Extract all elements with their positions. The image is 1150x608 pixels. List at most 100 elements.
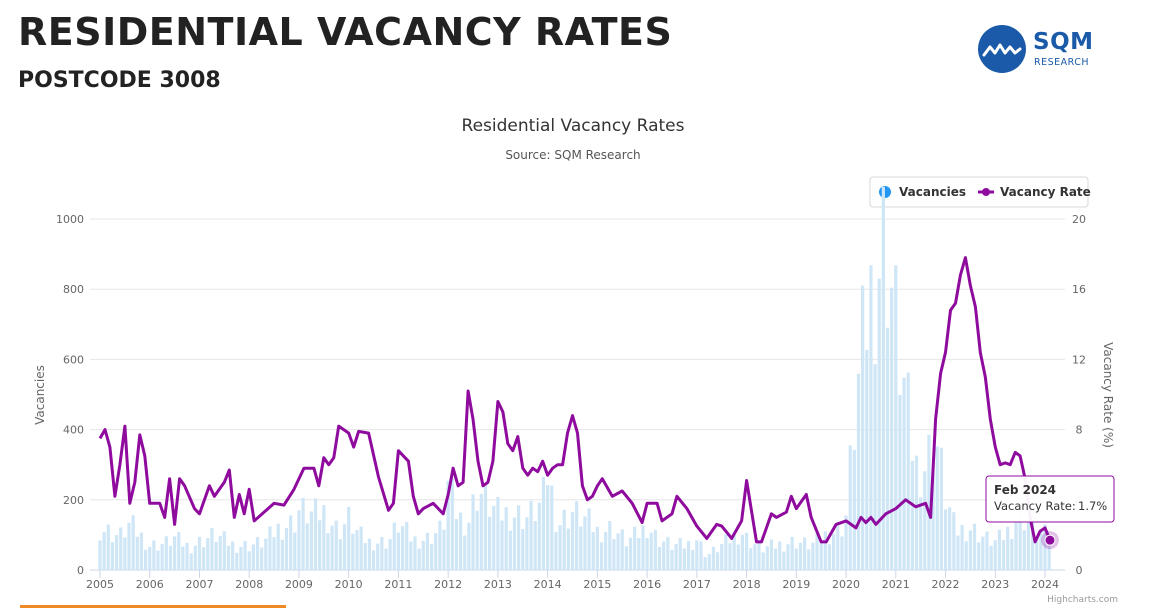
vacancies-bar bbox=[260, 547, 264, 570]
vacancies-bar bbox=[736, 544, 740, 570]
vacancies-bar bbox=[1018, 503, 1022, 570]
vacancies-bar bbox=[508, 530, 512, 570]
vacancies-bar bbox=[533, 521, 537, 570]
vacancies-bar bbox=[1043, 524, 1047, 570]
vacancies-bar bbox=[599, 542, 604, 570]
x-tick-label: 2014 bbox=[534, 578, 562, 591]
legend-item-vacancy-rate[interactable]: Vacancy Rate bbox=[978, 185, 1091, 199]
x-tick-label: 2019 bbox=[782, 578, 810, 591]
vacancies-bar bbox=[890, 287, 894, 570]
vacancies-bar bbox=[276, 523, 280, 570]
vacancies-bar bbox=[1026, 521, 1031, 570]
vacancies-bar bbox=[591, 532, 595, 570]
y-tick-label-left: 400 bbox=[63, 424, 84, 437]
vacancies-bar bbox=[819, 542, 823, 570]
vacancies-bar bbox=[251, 544, 255, 570]
vacancies-bar bbox=[744, 532, 749, 570]
vacancies-bar bbox=[786, 544, 790, 570]
vacancies-bar bbox=[666, 537, 670, 570]
brand-sub: RESEARCH bbox=[1034, 57, 1090, 68]
vacancies-bar bbox=[400, 526, 405, 570]
vacancies-bar bbox=[396, 532, 401, 570]
vacancies-bar bbox=[645, 538, 649, 570]
vacancies-bar bbox=[790, 536, 794, 570]
vacancies-bar bbox=[438, 520, 442, 570]
vacancies-bar bbox=[914, 455, 919, 570]
vacancies-bar bbox=[840, 536, 844, 570]
vacancies-bar bbox=[616, 533, 620, 570]
vacancies-bar bbox=[885, 327, 890, 570]
vacancies-bar bbox=[185, 542, 189, 570]
vacancies-bar bbox=[674, 543, 678, 570]
vacancies-bar bbox=[740, 534, 745, 570]
vacancies-bar bbox=[624, 546, 628, 570]
chart-tooltip: Feb 2024 Vacancy Rate: 1.7% bbox=[985, 475, 1115, 550]
vacancies-bar bbox=[749, 548, 753, 570]
legend-rate-marker bbox=[982, 188, 990, 196]
y-tick-label-left: 600 bbox=[63, 353, 84, 366]
vacancies-bar bbox=[720, 543, 724, 570]
vacancies-bar bbox=[686, 541, 691, 570]
vacancies-bar bbox=[964, 541, 968, 570]
vacancies-bar bbox=[450, 477, 454, 570]
vacancies-bar bbox=[471, 494, 475, 570]
vacancies-bar bbox=[119, 527, 123, 570]
vacancies-bar bbox=[682, 548, 687, 570]
vacancies-bar bbox=[525, 517, 529, 570]
chart-credits[interactable]: Highcharts.com bbox=[1047, 595, 1118, 605]
vacancies-bar bbox=[413, 536, 417, 570]
page-subtitle: POSTCODE 3008 bbox=[18, 68, 221, 93]
vacancies-bar bbox=[960, 525, 964, 570]
vacancies-bar bbox=[570, 512, 575, 570]
brand-logo: SQM RESEARCH bbox=[978, 25, 1108, 75]
vacancies-bar bbox=[695, 540, 699, 570]
vacancy-rate-line bbox=[98, 256, 1052, 544]
vacancies-bar bbox=[380, 536, 384, 570]
vacancies-bar bbox=[699, 541, 703, 570]
vacancies-bar bbox=[243, 541, 247, 570]
chart-legend: Vacancies Vacancy Rate bbox=[869, 176, 1091, 208]
vacancies-bar bbox=[496, 496, 500, 570]
vacancies-bar bbox=[425, 532, 430, 570]
vacancies-bar bbox=[724, 534, 728, 570]
y-tick-label-left: 0 bbox=[77, 564, 84, 577]
vacancies-bar bbox=[202, 547, 206, 570]
vacancies-bar bbox=[342, 524, 347, 570]
brand-logo-icon bbox=[978, 25, 1026, 73]
vacancies-bar bbox=[529, 500, 533, 570]
vacancies-bar bbox=[877, 278, 881, 570]
vacancies-bar bbox=[164, 536, 168, 570]
vacancies-bar bbox=[604, 531, 608, 570]
vacancies-bar bbox=[537, 502, 541, 570]
vacancies-bar bbox=[670, 549, 674, 570]
vacancies-bar bbox=[231, 541, 235, 570]
vacancies-bar bbox=[1030, 514, 1035, 570]
vacancies-bar bbox=[919, 497, 923, 570]
vacancies-bar bbox=[778, 541, 782, 570]
x-tick-label: 2017 bbox=[683, 578, 711, 591]
legend-label-vacancies: Vacancies bbox=[899, 185, 966, 199]
vacancies-bar bbox=[620, 529, 624, 570]
vacancies-bar bbox=[347, 506, 351, 570]
y-axis-left-label: Vacancies bbox=[33, 365, 47, 425]
vacancies-bar bbox=[803, 537, 807, 570]
vacancies-bar bbox=[985, 531, 989, 570]
vacancies-bar bbox=[972, 523, 977, 570]
vacancies-bar bbox=[910, 460, 914, 570]
vacancies-bar bbox=[500, 520, 504, 570]
vacancies-bar bbox=[293, 532, 297, 570]
vacancies-bar bbox=[923, 471, 927, 570]
vacancies-bar bbox=[856, 373, 861, 570]
vacancies-bar bbox=[993, 540, 997, 570]
x-tick-label: 2020 bbox=[832, 578, 860, 591]
vacancies-bar bbox=[330, 525, 334, 570]
vacancies-bar bbox=[517, 505, 521, 570]
vacancies-bar bbox=[575, 501, 579, 570]
brand-name: SQM bbox=[1033, 29, 1094, 55]
vacancies-bar bbox=[956, 535, 960, 570]
vacancies-bar bbox=[280, 539, 284, 570]
vacancies-bar bbox=[662, 541, 666, 570]
vacancies-bar bbox=[143, 549, 148, 570]
vacancies-bar bbox=[363, 543, 367, 570]
